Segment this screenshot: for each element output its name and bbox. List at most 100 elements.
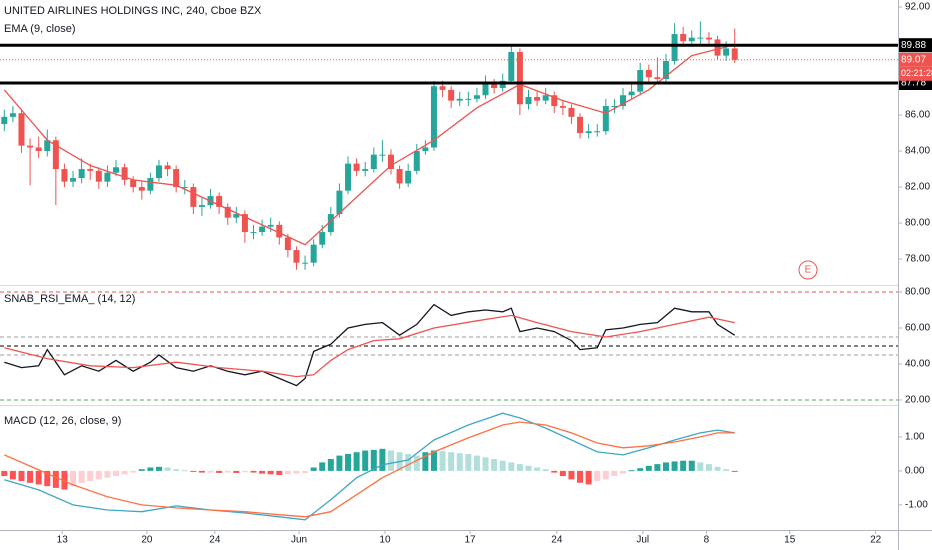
histogram-bar [654, 464, 661, 471]
x-tick-label: 10 [379, 535, 391, 546]
histogram-bar [465, 453, 472, 471]
histogram-bar [594, 470, 601, 482]
y-tick-label: 84.00 [905, 146, 930, 157]
histogram-bar [310, 467, 317, 471]
candle-body [250, 232, 257, 234]
last-price-label-box [899, 52, 932, 67]
histogram-bar [147, 467, 154, 471]
candle-body [61, 169, 68, 182]
candle-body [233, 214, 240, 218]
candle-body [259, 226, 266, 233]
y-tick-label: 82.00 [905, 182, 930, 193]
histogram-bar [113, 470, 120, 476]
y-tick-label: 0.00 [905, 466, 925, 477]
histogram-bar [61, 470, 68, 490]
earnings-marker[interactable] [798, 260, 818, 280]
histogram-bar [121, 470, 128, 475]
histogram-bar [688, 460, 695, 471]
histogram-bar [267, 470, 274, 475]
line-series [4, 421, 735, 518]
histogram-bar [705, 464, 712, 471]
price-line-label: 89.88 [901, 40, 926, 51]
candle-body [705, 37, 712, 40]
candle-body [714, 39, 721, 56]
histogram-bar [499, 460, 506, 471]
indicator-title: EMA (9, close) [4, 23, 76, 35]
candle-body [216, 196, 223, 207]
y-tick-label: 80.00 [905, 287, 930, 298]
candle-body [559, 106, 566, 108]
histogram-bar [181, 470, 188, 472]
candle-body [78, 169, 85, 179]
histogram-bar [198, 470, 205, 473]
candle-body [104, 172, 111, 182]
candle-body [448, 89, 455, 101]
histogram-bar [723, 469, 730, 471]
x-tick-label: 15 [784, 535, 796, 546]
candle-body [44, 140, 51, 152]
histogram-bar [370, 449, 377, 471]
histogram-bar [422, 452, 429, 471]
histogram-bar [448, 452, 455, 471]
candle-body [568, 107, 575, 117]
x-tick-label: 8 [704, 535, 710, 546]
candle-body [508, 52, 515, 81]
histogram-bar [525, 465, 532, 471]
histogram-bar [345, 453, 352, 471]
candle-body [310, 244, 317, 263]
candle-body [147, 178, 154, 191]
histogram-bar [387, 450, 394, 471]
histogram-bar [27, 470, 34, 483]
candle-body [387, 154, 394, 170]
price-line-label-box [899, 38, 932, 53]
histogram-bar [138, 469, 145, 471]
y-tick-label: 92.00 [905, 2, 930, 13]
candle-body [525, 97, 532, 105]
countdown-label-box [899, 66, 932, 81]
candle-body [439, 86, 446, 90]
y-tick-label: 60.00 [905, 323, 930, 334]
histogram-bar [662, 462, 669, 471]
histogram-bar [413, 455, 420, 471]
histogram-bar [104, 470, 111, 478]
histogram-bar [52, 470, 59, 488]
histogram-bar [577, 470, 584, 483]
candle-body [611, 106, 618, 108]
x-tick-label: 24 [209, 535, 221, 546]
histogram-bar [405, 453, 412, 471]
histogram-bar [542, 469, 549, 471]
histogram-bar [508, 462, 515, 471]
candle-body [1, 116, 8, 125]
candle-body [577, 116, 584, 134]
candle-body [173, 169, 180, 188]
histogram-bar [611, 470, 618, 476]
candle-body [130, 179, 137, 188]
candle-body [302, 262, 309, 264]
candle-body [491, 82, 498, 89]
histogram-bar [559, 470, 566, 476]
histogram-bar [353, 452, 360, 471]
earnings-marker-label[interactable]: E [805, 265, 812, 276]
x-tick-label: Jul [636, 535, 649, 546]
y-tick-label: 78.00 [905, 254, 930, 265]
candle-body [293, 250, 300, 263]
last-price-label: 89.07 [901, 54, 926, 65]
candle-body [113, 167, 120, 173]
indicator-title: SNAB_RSI_EMA_ (14, 12) [4, 293, 135, 305]
histogram-bar [482, 457, 489, 471]
histogram-bar [87, 470, 94, 482]
candle-body [585, 131, 592, 134]
candle-body [662, 61, 669, 80]
y-tick-label: 86.00 [905, 110, 930, 121]
candle-body [405, 170, 412, 184]
histogram-bar [302, 470, 309, 473]
histogram-bar [456, 453, 463, 471]
histogram-bar [224, 470, 231, 473]
candle-body [645, 70, 652, 78]
x-tick-label: 24 [551, 535, 563, 546]
x-tick-label: 13 [57, 535, 69, 546]
histogram-bar [70, 470, 77, 487]
candle-body [602, 106, 609, 132]
candle-body [190, 187, 197, 207]
histogram-bar [516, 464, 523, 471]
